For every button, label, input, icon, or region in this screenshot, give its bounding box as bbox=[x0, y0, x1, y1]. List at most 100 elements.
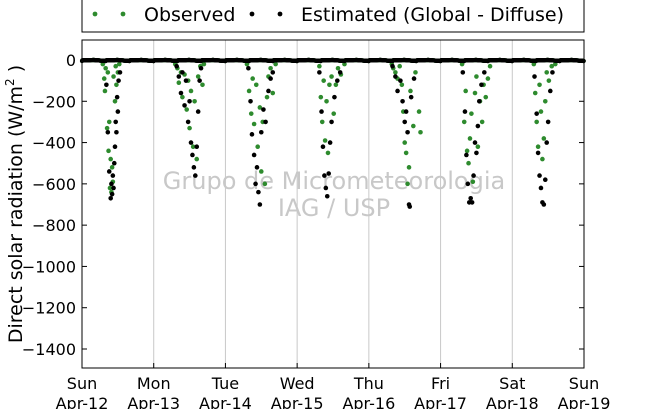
estimated-point bbox=[546, 120, 551, 125]
estimated-point bbox=[482, 70, 487, 75]
observed-point bbox=[486, 76, 491, 81]
observed-point bbox=[488, 64, 493, 69]
estimated-point bbox=[335, 78, 340, 83]
estimated-point bbox=[258, 202, 263, 207]
observed-point bbox=[189, 89, 194, 94]
observed-point bbox=[103, 66, 108, 71]
y-tick-label: −600 bbox=[32, 175, 76, 194]
estimated-point bbox=[270, 70, 275, 75]
observed-point bbox=[402, 140, 407, 145]
estimated-point bbox=[184, 78, 189, 83]
estimated-point bbox=[189, 140, 194, 145]
estimated-point bbox=[405, 130, 410, 135]
estimated-point bbox=[259, 130, 264, 135]
observed-point bbox=[103, 89, 108, 94]
observed-point bbox=[465, 149, 470, 154]
x-axis: SunApr-12MonApr-13TueApr-14WedApr-15ThuA… bbox=[56, 363, 611, 409]
estimated-point bbox=[325, 194, 330, 199]
estimated-point bbox=[544, 140, 549, 145]
estimated-point bbox=[398, 78, 403, 83]
x-tick-label-day: Sun bbox=[569, 374, 599, 393]
observed-point bbox=[177, 80, 182, 85]
legend-observed-marker-1 bbox=[93, 12, 98, 17]
estimated-point bbox=[534, 111, 539, 116]
observed-point bbox=[319, 95, 324, 100]
observed-point bbox=[323, 138, 328, 143]
estimated-point bbox=[543, 177, 548, 182]
observed-point bbox=[534, 120, 539, 125]
estimated-point bbox=[532, 74, 537, 79]
estimated-point bbox=[477, 99, 482, 104]
estimated-point bbox=[256, 190, 261, 195]
estimated-point bbox=[110, 192, 115, 197]
estimated-point bbox=[468, 196, 473, 201]
estimated-point bbox=[193, 173, 198, 178]
observed-point bbox=[393, 70, 398, 75]
observed-point bbox=[114, 82, 119, 87]
estimated-point bbox=[412, 76, 417, 81]
x-tick-label-date: Apr-17 bbox=[414, 394, 467, 409]
observed-point bbox=[334, 82, 339, 87]
observed-point bbox=[102, 76, 107, 81]
observed-point bbox=[252, 122, 257, 127]
observed-point bbox=[194, 157, 199, 162]
observed-point bbox=[468, 136, 473, 141]
estimated-point bbox=[407, 204, 412, 209]
observed-point bbox=[329, 74, 334, 79]
estimated-point bbox=[107, 169, 112, 174]
estimated-point bbox=[461, 70, 466, 75]
estimated-point bbox=[542, 202, 547, 207]
estimated-point bbox=[115, 95, 120, 100]
estimated-point bbox=[409, 95, 414, 100]
observed-point bbox=[413, 70, 418, 75]
observed-point bbox=[254, 82, 259, 87]
observed-point bbox=[255, 144, 260, 149]
observed-point bbox=[462, 120, 467, 125]
observed-point bbox=[408, 89, 413, 94]
estimated-point bbox=[329, 120, 334, 125]
observed-point bbox=[463, 89, 468, 94]
observed-point bbox=[418, 130, 423, 135]
estimated-point bbox=[116, 109, 121, 114]
observed-point bbox=[265, 95, 270, 100]
observed-point bbox=[539, 109, 544, 114]
y-tick-label: −400 bbox=[32, 134, 76, 153]
estimated-point bbox=[268, 76, 273, 81]
observed-point bbox=[331, 111, 336, 116]
observed-point bbox=[547, 78, 552, 83]
x-tick-label-date: Apr-12 bbox=[56, 394, 109, 409]
estimated-point bbox=[197, 78, 202, 83]
estimated-point bbox=[261, 107, 266, 112]
estimated-point bbox=[328, 140, 333, 145]
observed-point bbox=[105, 126, 110, 131]
estimated-point bbox=[177, 74, 182, 79]
y-tick-label: −200 bbox=[32, 92, 76, 111]
observed-point bbox=[411, 124, 416, 129]
estimated-point bbox=[196, 109, 201, 114]
estimated-point bbox=[192, 165, 197, 170]
watermark-line-2: IAG / USP bbox=[278, 194, 390, 222]
estimated-point bbox=[464, 153, 469, 158]
estimated-point bbox=[199, 66, 204, 71]
estimated-point bbox=[476, 124, 481, 129]
observed-point bbox=[543, 99, 548, 104]
y-tick-label: −1400 bbox=[22, 340, 76, 359]
estimated-point bbox=[118, 70, 123, 75]
estimated-point bbox=[182, 103, 187, 108]
estimated-point bbox=[112, 161, 117, 166]
estimated-point bbox=[479, 82, 484, 87]
observed-point bbox=[405, 182, 410, 187]
observed-point bbox=[326, 151, 331, 156]
estimated-point bbox=[263, 120, 268, 125]
estimated-point bbox=[319, 109, 324, 114]
estimated-point bbox=[466, 182, 471, 187]
observed-point bbox=[407, 165, 412, 170]
observed-point bbox=[192, 99, 197, 104]
observed-point bbox=[336, 66, 341, 71]
x-tick-label-day: Wed bbox=[280, 374, 315, 393]
estimated-point bbox=[550, 70, 555, 75]
estimated-point bbox=[470, 200, 475, 205]
observed-point bbox=[476, 144, 481, 149]
estimated-point bbox=[322, 173, 327, 178]
x-tick-label-date: Apr-19 bbox=[558, 394, 611, 409]
